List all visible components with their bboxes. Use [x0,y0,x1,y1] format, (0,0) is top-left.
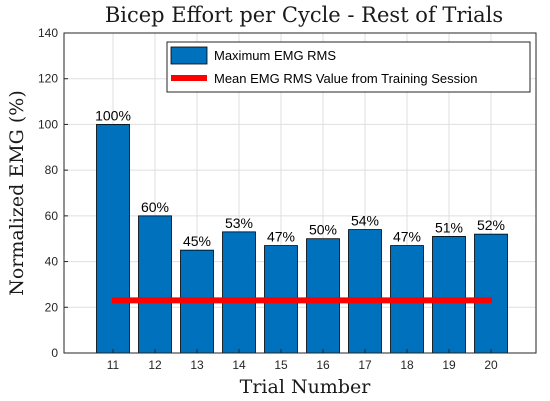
bar-value-label: 54% [351,213,379,229]
bar-value-label: 60% [141,199,169,215]
y-tick-label: 120 [38,72,58,86]
bar [474,233,508,354]
y-tick-label: 60 [45,209,59,223]
y-tick-label: 40 [45,255,59,269]
bar [348,229,382,354]
legend: Maximum EMG RMS Mean EMG RMS Value from … [166,41,531,93]
y-tick-label: 80 [45,163,59,177]
y-tick-label: 0 [51,346,58,360]
bar-labels: 100% 60% 45% 53% 47% 50% 54% 47% 51% 52% [95,107,505,249]
y-axis-ticks: 0 20 40 60 80 100 120 140 [38,26,68,360]
bar [432,236,466,354]
legend-label-bars: Maximum EMG RMS [214,48,336,63]
bar-value-label: 52% [477,217,505,233]
legend-bar-swatch [170,46,208,65]
bar-value-label: 53% [225,215,253,231]
x-tick-label: 13 [190,358,204,372]
bar-value-label: 51% [435,219,463,235]
x-axis-label: Trial Number [240,376,372,398]
x-tick-label: 20 [484,358,498,372]
x-tick-label: 16 [316,358,330,372]
y-axis-label: Normalized EMG (%) [6,90,28,296]
x-tick-label: 11 [107,358,120,372]
plot-area: 100% 60% 45% 53% 47% 50% 54% 47% 51% 52% 0 20 40 60 8… [38,26,537,372]
y-tick-label: 20 [45,300,59,314]
bar-value-label: 100% [95,107,131,123]
x-axis-ticks: 11 12 13 14 15 16 17 18 19 20 [107,349,498,372]
axes-box [63,32,537,354]
x-tick-label: 17 [358,358,372,372]
x-tick-label: 19 [442,358,456,372]
chart-title: Bicep Effort per Cycle - Rest of Trials [105,3,503,27]
bar-value-label: 50% [309,222,337,238]
bar [96,124,130,354]
x-tick-label: 12 [148,358,162,372]
bar [222,231,256,354]
x-tick-label: 18 [400,358,414,372]
bar [138,215,172,354]
x-tick-label: 14 [232,358,246,372]
bar-value-label: 47% [393,229,421,245]
legend-label-line: Mean EMG RMS Value from Training Session [214,71,477,86]
bar [306,238,340,354]
y-tick-label: 140 [38,26,58,40]
bar-value-label: 45% [183,233,211,249]
bar-value-label: 47% [267,229,295,245]
y-tick-label: 100 [38,117,58,131]
x-tick-label: 15 [274,358,288,372]
legend-box [166,41,531,93]
